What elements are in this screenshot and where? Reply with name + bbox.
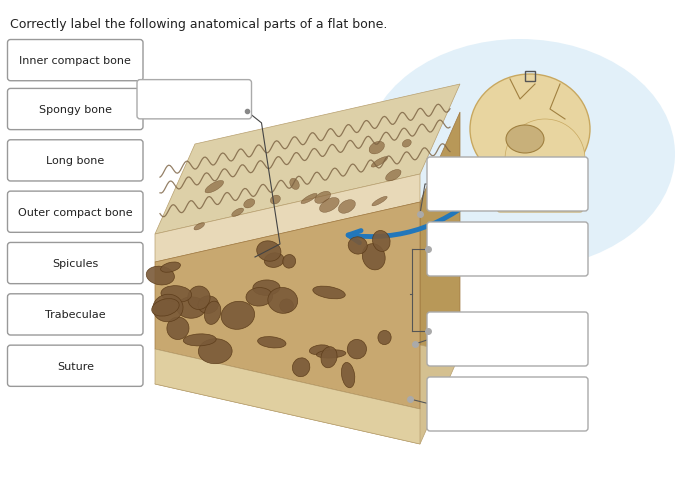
Polygon shape: [522, 158, 548, 175]
Ellipse shape: [265, 253, 284, 268]
Ellipse shape: [338, 200, 356, 214]
Ellipse shape: [198, 339, 232, 364]
Ellipse shape: [268, 288, 298, 314]
Text: Long bone: Long bone: [46, 156, 104, 166]
Ellipse shape: [257, 242, 281, 262]
FancyBboxPatch shape: [427, 377, 588, 431]
Ellipse shape: [258, 337, 286, 348]
Text: Inner compact bone: Inner compact bone: [20, 56, 131, 66]
FancyBboxPatch shape: [8, 243, 143, 284]
Ellipse shape: [290, 179, 300, 190]
Text: Suture: Suture: [57, 361, 94, 371]
Text: Outer compact bone: Outer compact bone: [18, 207, 132, 217]
Ellipse shape: [372, 231, 390, 252]
Ellipse shape: [321, 347, 337, 368]
FancyBboxPatch shape: [8, 192, 143, 233]
Ellipse shape: [402, 140, 411, 148]
FancyBboxPatch shape: [497, 172, 583, 213]
Text: Correctly label the following anatomical parts of a flat bone.: Correctly label the following anatomical…: [10, 18, 387, 31]
Ellipse shape: [204, 302, 221, 325]
FancyBboxPatch shape: [512, 190, 564, 203]
Polygon shape: [155, 175, 420, 263]
Ellipse shape: [301, 194, 317, 204]
FancyBboxPatch shape: [8, 89, 143, 130]
Polygon shape: [155, 85, 460, 235]
Ellipse shape: [205, 181, 223, 194]
Ellipse shape: [348, 237, 368, 255]
Text: Trabeculae: Trabeculae: [45, 310, 106, 320]
Ellipse shape: [506, 126, 544, 154]
Ellipse shape: [505, 120, 585, 200]
Ellipse shape: [253, 281, 280, 296]
Ellipse shape: [246, 288, 272, 306]
FancyBboxPatch shape: [427, 312, 588, 366]
Ellipse shape: [161, 286, 192, 303]
FancyBboxPatch shape: [8, 41, 143, 81]
Ellipse shape: [342, 363, 355, 388]
Ellipse shape: [280, 299, 293, 313]
Ellipse shape: [386, 170, 401, 182]
FancyBboxPatch shape: [8, 141, 143, 182]
Ellipse shape: [153, 295, 183, 322]
Ellipse shape: [146, 266, 174, 285]
Ellipse shape: [232, 209, 244, 217]
Polygon shape: [155, 349, 420, 444]
Ellipse shape: [378, 331, 391, 345]
Ellipse shape: [316, 350, 346, 358]
Ellipse shape: [176, 297, 206, 319]
FancyBboxPatch shape: [427, 223, 588, 276]
Ellipse shape: [183, 334, 216, 346]
Ellipse shape: [270, 196, 281, 204]
FancyBboxPatch shape: [137, 81, 251, 120]
Ellipse shape: [372, 197, 387, 206]
FancyBboxPatch shape: [427, 158, 588, 212]
Ellipse shape: [152, 299, 179, 317]
Ellipse shape: [283, 255, 295, 268]
Ellipse shape: [369, 142, 384, 155]
Ellipse shape: [315, 192, 330, 204]
Polygon shape: [155, 203, 420, 409]
Polygon shape: [155, 294, 460, 444]
Ellipse shape: [160, 263, 181, 273]
Ellipse shape: [167, 317, 189, 340]
Ellipse shape: [221, 302, 255, 330]
Ellipse shape: [470, 75, 590, 184]
Ellipse shape: [194, 223, 204, 230]
FancyBboxPatch shape: [8, 346, 143, 386]
Ellipse shape: [347, 340, 367, 359]
Ellipse shape: [320, 198, 340, 213]
Ellipse shape: [313, 286, 345, 299]
Ellipse shape: [293, 358, 310, 377]
Ellipse shape: [309, 345, 330, 355]
FancyBboxPatch shape: [8, 294, 143, 335]
Ellipse shape: [363, 244, 385, 270]
Ellipse shape: [198, 296, 218, 314]
Text: Spicules: Spicules: [52, 259, 99, 268]
Ellipse shape: [188, 286, 210, 310]
Ellipse shape: [365, 40, 675, 269]
Polygon shape: [420, 113, 460, 409]
Ellipse shape: [371, 157, 388, 168]
Ellipse shape: [244, 200, 255, 208]
Text: Spongy bone: Spongy bone: [38, 105, 112, 115]
